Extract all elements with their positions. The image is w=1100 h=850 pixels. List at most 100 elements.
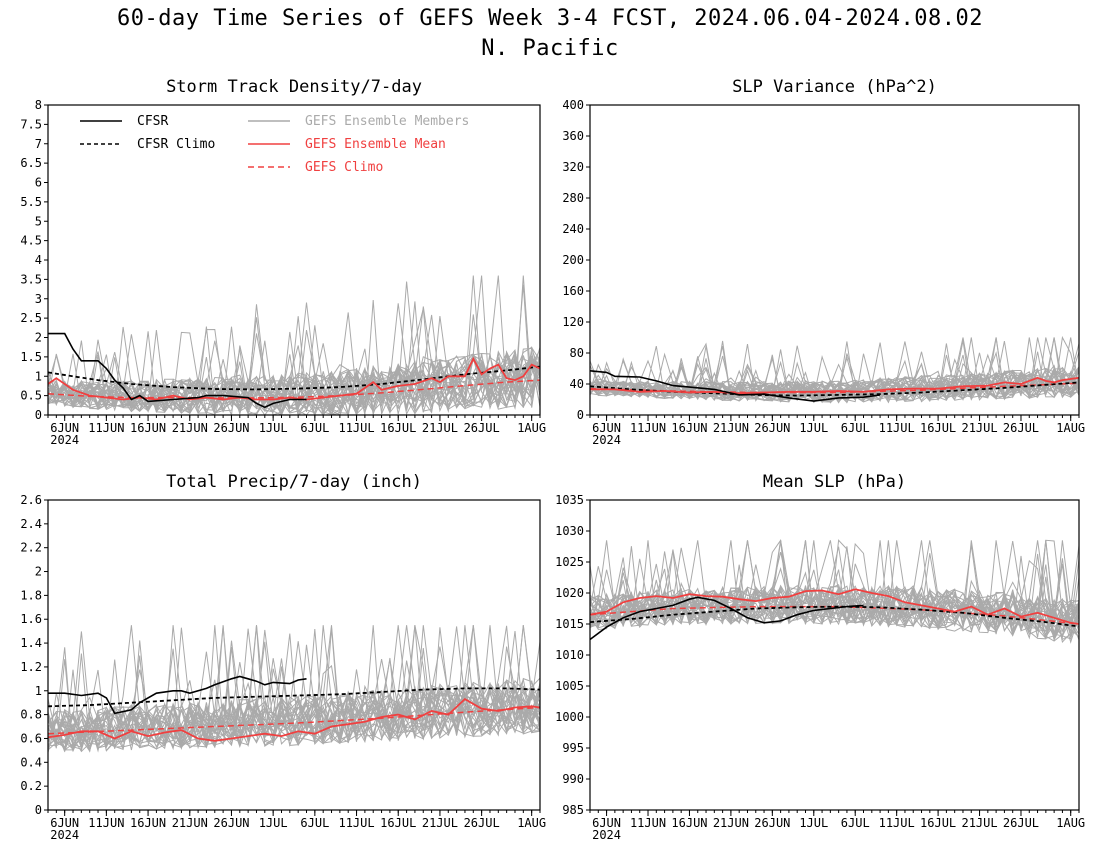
y-tick-label: 0	[35, 803, 42, 817]
x-tick-label: 6JUN	[50, 421, 79, 435]
y-tick-label: 0.5	[20, 389, 42, 403]
x-year-label: 2024	[50, 433, 79, 447]
y-tick-label: 1030	[555, 524, 584, 538]
legend-cfsr-label: CFSR	[137, 114, 168, 129]
y-tick-label: 0.6	[20, 731, 42, 745]
legend: CFSR CFSR Climo GEFS Ensemble Members GEFS …	[80, 114, 469, 175]
figure-subtitle: N. Pacific	[481, 36, 619, 61]
x-tick-label: 16JUN	[130, 421, 166, 435]
ensemble-member-line	[590, 337, 1079, 404]
y-tick-label: 8	[35, 98, 42, 112]
x-tick-label: 11JUL	[338, 816, 374, 830]
x-tick-label: 11JUL	[338, 421, 374, 435]
ensemble-member-line	[590, 539, 1079, 644]
x-tick-label: 11JUN	[630, 816, 666, 830]
ensemble-member-line	[590, 588, 1079, 639]
y-tick-label: 1000	[555, 710, 584, 724]
y-tick-label: 1.4	[20, 636, 42, 650]
series-cfsr-climo	[590, 381, 1079, 397]
x-tick-label: 6JUL	[841, 816, 870, 830]
chart-panel-3: Total Precip/7-day (inch)00.20.40.60.811…	[20, 472, 546, 842]
y-tick-label: 1.6	[20, 612, 42, 626]
ensemble-member-line	[48, 658, 540, 751]
plot-frame	[589, 104, 1080, 416]
y-tick-label: 4.5	[20, 234, 42, 248]
x-tick-label: 1JUL	[799, 421, 828, 435]
y-tick-label: 2.5	[20, 311, 42, 325]
series-cfsr-climo	[48, 365, 540, 391]
x-tick-label: 16JUL	[920, 816, 956, 830]
series-gefs-climo	[48, 706, 540, 735]
y-tick-label: 40	[570, 377, 584, 391]
x-tick-label: 26JUL	[464, 816, 500, 830]
x-tick-label: 1AUG	[1056, 816, 1085, 830]
x-tick-label: 21JUN	[713, 816, 749, 830]
y-tick-label: 360	[562, 129, 584, 143]
x-tick-label: 6JUN	[50, 816, 79, 830]
ensemble-member-line	[48, 334, 540, 415]
ensemble-member-line	[590, 585, 1079, 640]
x-tick-label: 11JUN	[88, 421, 124, 435]
legend-gefs-ensmean-label: GEFS Ensemble Mean	[305, 137, 446, 152]
plot-frame	[47, 104, 541, 416]
x-tick-label: 21JUL	[961, 816, 997, 830]
y-tick-label: 400	[562, 98, 584, 112]
x-tick-label: 1AUG	[1056, 421, 1085, 435]
x-tick-label: 16JUN	[671, 816, 707, 830]
x-tick-label: 6JUL	[841, 421, 870, 435]
legend-gefs-members-label: GEFS Ensemble Members	[305, 114, 469, 129]
series-gefs-ensemble-mean	[48, 697, 540, 742]
x-tick-label: 11JUL	[879, 421, 915, 435]
x-tick-label: 16JUL	[380, 421, 416, 435]
ensemble-member-line	[590, 337, 1079, 399]
x-tick-label: 11JUN	[630, 421, 666, 435]
x-tick-label: 16JUN	[130, 816, 166, 830]
x-tick-label: 21JUN	[172, 421, 208, 435]
y-tick-label: 3.5	[20, 272, 42, 286]
ensemble-members	[590, 539, 1079, 644]
x-tick-label: 26JUN	[213, 816, 249, 830]
y-tick-label: 200	[562, 253, 584, 267]
y-tick-label: 1.2	[20, 660, 42, 674]
y-tick-label: 0	[35, 408, 42, 422]
x-tick-label: 21JUN	[172, 816, 208, 830]
x-tick-label: 11JUL	[879, 816, 915, 830]
legend-cfsr-climo-label: CFSR Climo	[137, 137, 215, 152]
x-tick-label: 6JUL	[300, 816, 329, 830]
x-tick-label: 26JUN	[754, 816, 790, 830]
x-tick-label: 26JUN	[213, 421, 249, 435]
x-tick-label: 21JUL	[961, 421, 997, 435]
series-gefs-climo	[590, 605, 1079, 625]
series-gefs-ensemble-mean	[590, 588, 1079, 625]
figure-title: 60-day Time Series of GEFS Week 3-4 FCST…	[117, 6, 983, 31]
series-gefs-ensemble-mean	[590, 376, 1079, 395]
x-year-label: 2024	[592, 433, 621, 447]
y-tick-label: 0	[577, 408, 584, 422]
y-tick-label: 2	[35, 331, 42, 345]
legend-gefs-climo-label: GEFS Climo	[305, 160, 383, 175]
y-tick-label: 2.6	[20, 493, 42, 507]
y-tick-label: 1	[35, 684, 42, 698]
y-tick-label: 4	[35, 253, 42, 267]
y-tick-label: 985	[562, 803, 584, 817]
y-tick-label: 280	[562, 191, 584, 205]
x-tick-label: 6JUN	[592, 816, 621, 830]
ensemble-member-line	[48, 686, 540, 748]
x-tick-label: 1JUL	[799, 816, 828, 830]
x-tick-label: 16JUL	[380, 816, 416, 830]
x-tick-label: 6JUN	[592, 421, 621, 435]
y-tick-label: 1015	[555, 617, 584, 631]
series-cfsr-climo	[590, 605, 1079, 628]
ensemble-member-line	[48, 339, 540, 415]
ensemble-member-line	[48, 625, 540, 753]
panel-title: Mean SLP (hPa)	[763, 472, 906, 492]
x-tick-label: 1AUG	[517, 816, 546, 830]
ensemble-member-line	[48, 306, 540, 414]
chart-panel-2: SLP Variance (hPa^2) 0 40 80 120 160 200 240 280…	[562, 77, 1085, 447]
y-tick-label: 0.2	[20, 779, 42, 793]
ensemble-member-line	[48, 625, 540, 752]
x-tick-label: 11JUN	[88, 816, 124, 830]
y-tick-label: 240	[562, 222, 584, 236]
series-cfsr	[590, 596, 864, 641]
